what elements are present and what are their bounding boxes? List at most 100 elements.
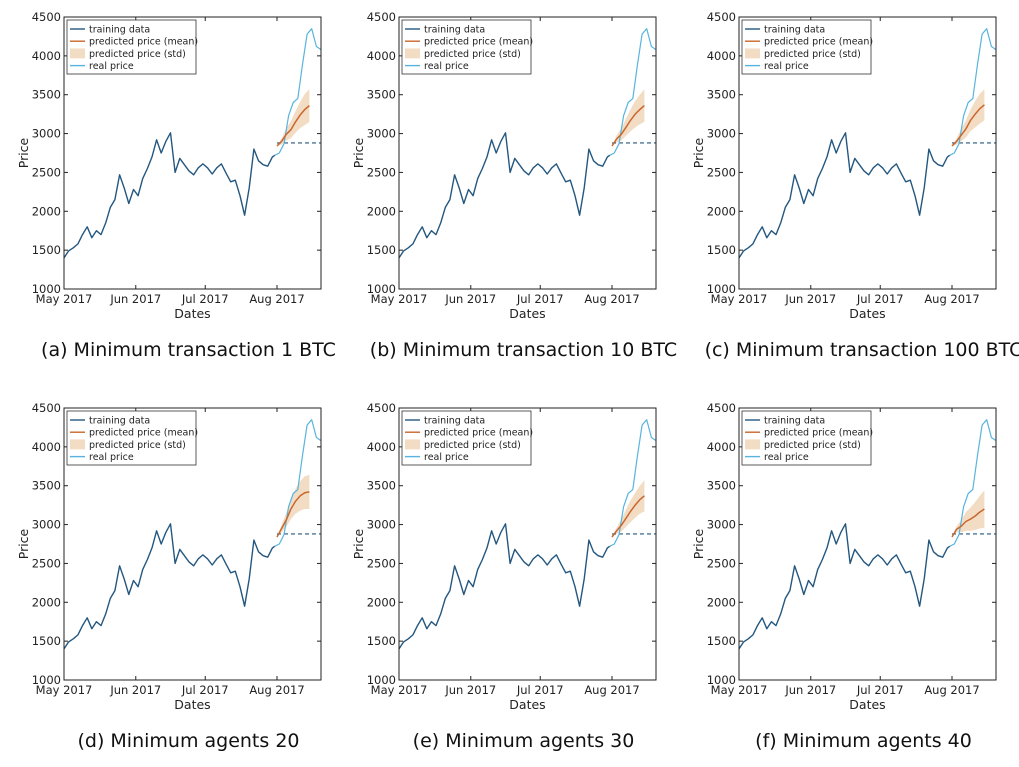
y-tick-label: 4500 bbox=[32, 10, 61, 24]
plot-frame bbox=[398, 407, 657, 681]
legend-entry: predicted price (std) bbox=[764, 49, 861, 60]
training-data-line bbox=[398, 523, 611, 650]
legend-entry: predicted price (mean) bbox=[764, 428, 873, 439]
predicted-mean-line bbox=[276, 105, 310, 147]
y-tick-label: 2500 bbox=[367, 556, 396, 570]
x-tick-label: May 2017 bbox=[371, 683, 428, 697]
legend-entry: predicted price (mean) bbox=[764, 37, 873, 48]
x-tick-label: Jul 2017 bbox=[516, 683, 564, 697]
real-price-line bbox=[949, 419, 997, 547]
y-axis-label: Price bbox=[351, 137, 366, 168]
y-tick-label: 4000 bbox=[32, 440, 61, 454]
x-axis-label: Dates bbox=[849, 697, 885, 712]
y-tick-label: 3500 bbox=[367, 479, 396, 493]
y-tick-label: 2500 bbox=[707, 556, 736, 570]
y-tick-label: 1500 bbox=[32, 634, 61, 648]
y-tick-label: 1500 bbox=[367, 634, 396, 648]
y-tick-label: 4500 bbox=[707, 401, 736, 415]
legend-entry: training data bbox=[89, 416, 150, 427]
training-data-line bbox=[63, 132, 276, 259]
legend-entry: predicted price (std) bbox=[424, 49, 521, 60]
x-tick-label: Jul 2017 bbox=[516, 292, 564, 306]
y-tick-label: 1000 bbox=[32, 673, 61, 687]
x-tick-label: Aug 2017 bbox=[584, 292, 639, 306]
legend-swatch bbox=[745, 439, 760, 450]
x-tick-label: May 2017 bbox=[36, 683, 93, 697]
chart-panel-d: 1000 1500 2000 2500 3000 3500 4000 4500 May 2017… bbox=[16, 401, 322, 752]
y-tick-label: 3500 bbox=[367, 88, 396, 102]
x-tick-label: Jun 2017 bbox=[109, 683, 161, 697]
predicted-mean-line bbox=[611, 495, 645, 538]
y-tick-label: 1000 bbox=[32, 282, 61, 296]
legend-box bbox=[401, 410, 532, 466]
plot-frame bbox=[63, 16, 322, 290]
y-tick-label: 3000 bbox=[367, 127, 396, 141]
training-data-line bbox=[63, 523, 276, 650]
y-tick-label: 2000 bbox=[32, 595, 61, 609]
y-tick-label: 2000 bbox=[707, 204, 736, 218]
y-tick-label: 3500 bbox=[707, 479, 736, 493]
predicted-mean-line bbox=[951, 104, 985, 147]
legend-swatch bbox=[405, 439, 420, 450]
y-tick-label: 1000 bbox=[367, 673, 396, 687]
real-price-line bbox=[274, 419, 322, 547]
x-axis-label: Dates bbox=[509, 306, 545, 321]
legend-entry: predicted price (mean) bbox=[89, 37, 198, 48]
chart-panel-b: 1000 1500 2000 2500 3000 3500 4000 4500 May 2017… bbox=[351, 10, 677, 361]
y-tick-label: 4000 bbox=[32, 49, 61, 63]
y-tick-label: 2500 bbox=[707, 165, 736, 179]
y-axis-label: Price bbox=[16, 137, 31, 168]
y-tick-label: 1000 bbox=[707, 282, 736, 296]
x-axis-label: Dates bbox=[174, 306, 210, 321]
x-tick-label: May 2017 bbox=[36, 292, 93, 306]
y-tick-label: 3000 bbox=[367, 518, 396, 532]
std-band bbox=[277, 89, 310, 146]
legend-entry: training data bbox=[424, 416, 485, 427]
y-tick-label: 3500 bbox=[32, 88, 61, 102]
y-tick-label: 3000 bbox=[707, 518, 736, 532]
legend-entry: real price bbox=[89, 452, 134, 463]
y-axis-label: Price bbox=[691, 137, 706, 168]
legend-swatch bbox=[70, 439, 85, 450]
real-price-line bbox=[609, 419, 657, 547]
x-tick-label: Jun 2017 bbox=[784, 292, 836, 306]
legend-entry: predicted price (std) bbox=[89, 440, 186, 451]
x-tick-label: Jul 2017 bbox=[181, 292, 229, 306]
y-tick-label: 4500 bbox=[367, 10, 396, 24]
legend-entry: real price bbox=[424, 61, 469, 72]
std-band bbox=[952, 89, 985, 146]
panel-caption: (a) Minimum transaction 1 BTC bbox=[41, 339, 336, 361]
x-axis-label: Dates bbox=[174, 697, 210, 712]
panel-caption: (b) Minimum transaction 10 BTC bbox=[370, 339, 677, 361]
x-tick-label: Jun 2017 bbox=[444, 683, 496, 697]
legend-entry: training data bbox=[764, 25, 825, 36]
y-tick-label: 1000 bbox=[367, 282, 396, 296]
x-tick-label: Aug 2017 bbox=[249, 292, 304, 306]
y-tick-label: 4500 bbox=[367, 401, 396, 415]
legend-entry: training data bbox=[764, 416, 825, 427]
y-axis-label: Price bbox=[16, 528, 31, 559]
training-data-line bbox=[738, 132, 951, 259]
x-tick-label: Jul 2017 bbox=[856, 292, 904, 306]
y-tick-label: 1500 bbox=[707, 243, 736, 257]
std-band bbox=[612, 480, 645, 537]
predicted-mean-line bbox=[611, 105, 645, 147]
legend-entry: predicted price (mean) bbox=[424, 37, 533, 48]
y-tick-label: 2000 bbox=[367, 204, 396, 218]
y-axis-label: Price bbox=[351, 528, 366, 559]
legend-box bbox=[741, 410, 872, 466]
legend-entry: predicted price (std) bbox=[424, 440, 521, 451]
y-tick-label: 2000 bbox=[32, 204, 61, 218]
panel-caption: (d) Minimum agents 20 bbox=[77, 730, 299, 752]
y-tick-label: 3500 bbox=[32, 479, 61, 493]
y-tick-label: 4000 bbox=[367, 440, 396, 454]
y-tick-label: 3000 bbox=[32, 127, 61, 141]
y-tick-label: 1500 bbox=[367, 243, 396, 257]
x-tick-label: Aug 2017 bbox=[249, 683, 304, 697]
y-tick-label: 3000 bbox=[32, 518, 61, 532]
legend-swatch bbox=[405, 48, 420, 59]
